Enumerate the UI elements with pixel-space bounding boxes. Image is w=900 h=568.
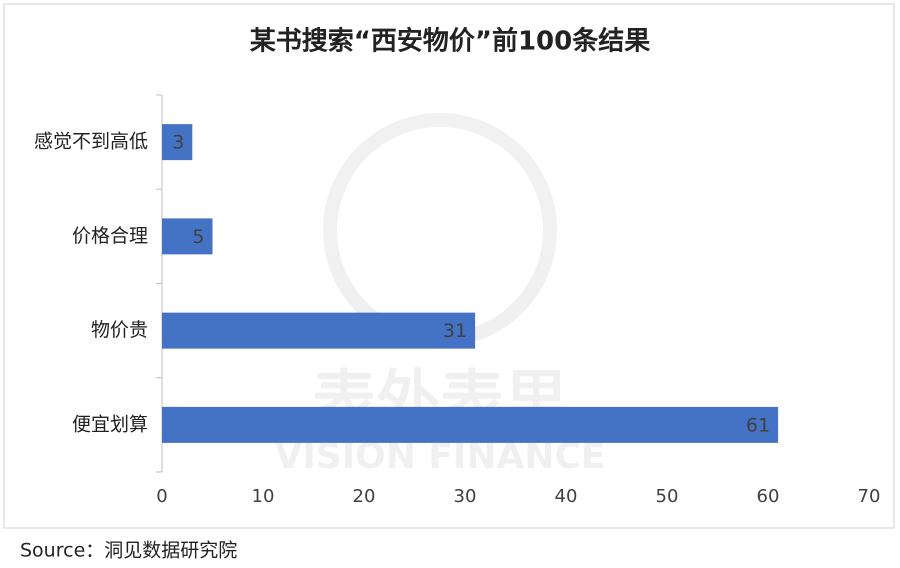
bar: [162, 312, 476, 349]
x-tick-label: 70: [858, 486, 881, 507]
x-tick-label: 30: [454, 486, 477, 507]
x-tick-label: 10: [252, 486, 275, 507]
data-label: 3: [172, 132, 184, 154]
x-tick-label: 20: [353, 486, 376, 507]
y-tick-label: 便宜划算: [72, 413, 148, 435]
data-label: 5: [192, 226, 204, 248]
bar: [162, 124, 193, 161]
x-tick-label: 0: [156, 486, 167, 507]
bar: [162, 218, 213, 255]
source-note: Source：洞见数据研究院: [20, 540, 237, 562]
y-tick-label: 感觉不到高低: [34, 131, 148, 153]
y-tick-label: 价格合理: [72, 225, 148, 247]
x-tick-label: 50: [656, 486, 679, 507]
data-label: 61: [746, 414, 770, 436]
bar: [162, 406, 779, 443]
data-label: 31: [443, 320, 467, 342]
y-tick-label: 物价贵: [91, 319, 148, 341]
chart-title: 某书搜索“西安物价”前100条结果: [250, 26, 650, 57]
x-tick-label: 40: [555, 486, 578, 507]
x-tick-label: 60: [757, 486, 780, 507]
